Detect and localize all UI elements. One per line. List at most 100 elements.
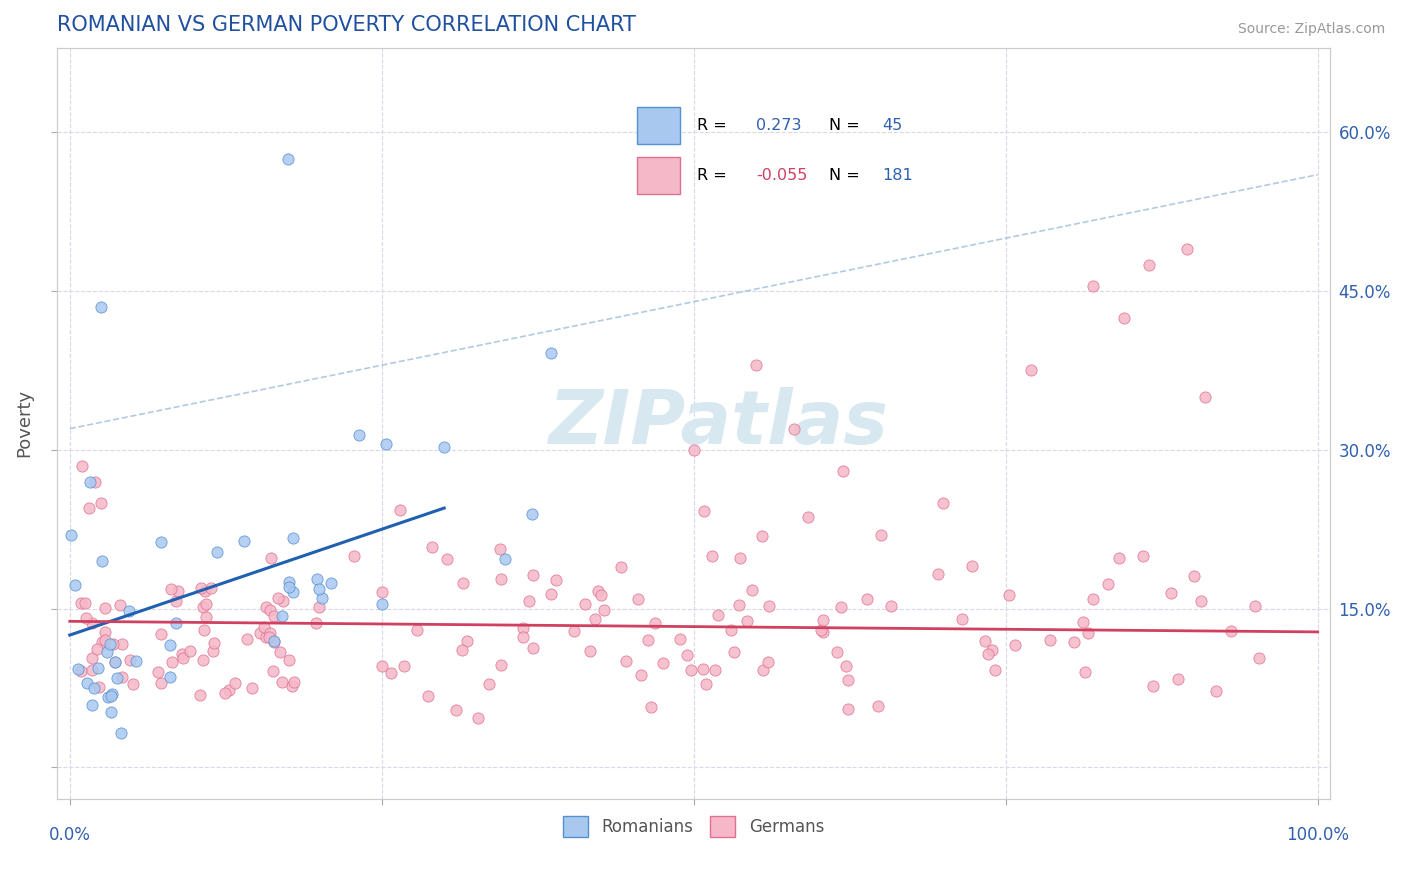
Point <box>827 645 849 659</box>
Point <box>837 702 859 716</box>
Point <box>83 475 105 489</box>
Point <box>813 624 835 639</box>
Point <box>669 632 692 647</box>
Legend: Romanians, Germans: Romanians, Germans <box>557 810 831 844</box>
Point <box>281 584 304 599</box>
Point <box>308 582 330 596</box>
Point <box>80 664 103 678</box>
Point <box>578 644 600 658</box>
Point <box>520 507 543 521</box>
Point <box>1004 638 1026 652</box>
Point <box>159 670 181 684</box>
Point <box>89 680 111 694</box>
Point <box>491 658 513 673</box>
Point <box>751 529 773 543</box>
Point <box>984 663 1007 677</box>
Point <box>1063 635 1085 649</box>
Point <box>281 531 304 545</box>
Point <box>1194 390 1216 404</box>
Point <box>80 616 103 631</box>
Point <box>170 647 193 661</box>
Point <box>159 582 181 596</box>
Point <box>262 664 284 678</box>
Point <box>263 635 285 649</box>
Point <box>77 501 100 516</box>
Point <box>593 603 616 617</box>
Point <box>224 676 246 690</box>
Point <box>1205 684 1227 698</box>
Point <box>416 690 439 704</box>
Point <box>70 596 93 610</box>
Point <box>640 700 662 714</box>
Point <box>371 597 394 611</box>
Point <box>271 609 294 624</box>
Point <box>1097 577 1119 591</box>
Point <box>165 616 187 631</box>
Point <box>72 458 94 473</box>
Point <box>308 600 330 615</box>
Point <box>201 644 224 658</box>
Point <box>80 698 103 713</box>
Point <box>267 591 290 606</box>
Point <box>981 642 1004 657</box>
Point <box>87 661 110 675</box>
Point <box>111 637 134 651</box>
Point <box>583 611 606 625</box>
Point <box>281 679 304 693</box>
Point <box>681 663 703 677</box>
Point <box>728 598 751 612</box>
Point <box>214 686 236 700</box>
Point <box>86 641 108 656</box>
Point <box>200 581 222 595</box>
Point <box>652 656 675 670</box>
Point <box>195 610 218 624</box>
Point <box>254 600 277 615</box>
Point <box>236 632 259 646</box>
Point <box>588 584 610 599</box>
Point <box>257 630 280 644</box>
Point <box>120 653 142 667</box>
Point <box>436 552 458 566</box>
Point <box>540 586 562 600</box>
Point <box>278 653 301 667</box>
Point <box>194 583 217 598</box>
Point <box>375 437 398 451</box>
Point <box>478 677 501 691</box>
Point <box>104 655 127 669</box>
Point <box>388 502 411 516</box>
Point <box>233 533 256 548</box>
Point <box>451 643 474 657</box>
Point <box>149 627 172 641</box>
Point <box>692 662 714 676</box>
Point <box>190 581 212 595</box>
Point <box>319 576 342 591</box>
Point <box>540 345 562 359</box>
Point <box>810 623 832 637</box>
Point <box>149 534 172 549</box>
Point <box>305 616 328 631</box>
Point <box>191 653 214 667</box>
Point <box>249 625 271 640</box>
Point <box>202 636 225 650</box>
Point <box>630 667 652 681</box>
Point <box>868 699 890 714</box>
Point <box>218 683 240 698</box>
Point <box>728 550 751 565</box>
Point <box>644 615 666 630</box>
Point <box>960 558 983 573</box>
Point <box>270 675 292 690</box>
Point <box>562 624 585 638</box>
Point <box>927 567 949 582</box>
Point <box>83 681 105 696</box>
Point <box>830 599 852 614</box>
Point <box>343 549 366 563</box>
Point <box>371 659 394 673</box>
Point <box>676 648 699 663</box>
Point <box>305 572 328 586</box>
Point <box>311 591 333 605</box>
Point <box>90 300 112 314</box>
Point <box>1019 363 1042 377</box>
Point <box>467 711 489 725</box>
Point <box>1132 549 1154 563</box>
Point <box>1189 594 1212 608</box>
